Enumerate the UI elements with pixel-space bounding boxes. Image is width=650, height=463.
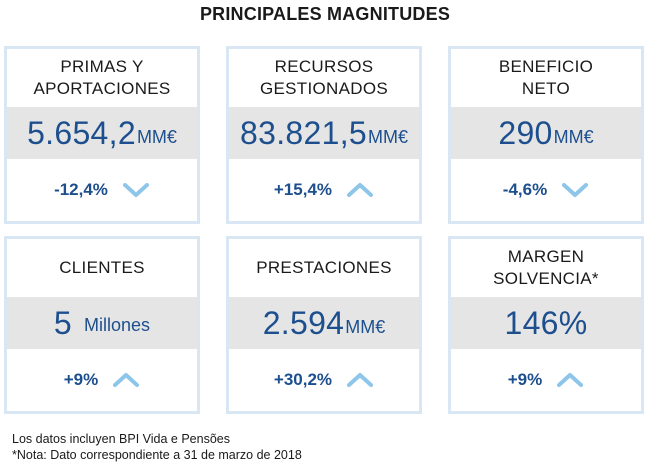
card-trend: +9% (7, 349, 197, 411)
chevron-up-icon (112, 371, 140, 389)
card-label: RECURSOS GESTIONADOS (229, 49, 419, 107)
card-change: +30,2% (273, 370, 333, 389)
chevron-up-icon (556, 371, 584, 389)
card-recursos-gestionados: RECURSOS GESTIONADOS 83.821,5 MM€ +15,4% (226, 46, 422, 224)
card-change: +15,4% (273, 180, 333, 199)
card-unit: MM€ (136, 126, 177, 147)
card-value: 5 (53, 304, 73, 341)
card-clientes: CLIENTES 5 Millones +9% (4, 236, 200, 414)
card-change: +9% (63, 370, 99, 389)
card-beneficio-neto: BENEFICIO NETO 290 MM€ -4,6% (448, 46, 644, 224)
card-unit: Millones (84, 314, 151, 335)
card-label-line1: PRIMAS Y (60, 57, 144, 76)
card-unit: MM€ (367, 126, 408, 147)
card-change: -12,4% (54, 180, 108, 199)
card-label-line2: GESTIONADOS (260, 79, 388, 98)
footnotes: Los datos incluyen BPI Vida e Pensões *N… (12, 431, 302, 463)
card-label-line1: BENEFICIO (498, 57, 594, 76)
card-value: 83.821,5 (240, 114, 367, 151)
note-data-scope: Los datos incluyen BPI Vida e Pensões (12, 432, 230, 446)
card-label: PRIMAS Y APORTACIONES (7, 49, 197, 107)
card-primas-aportaciones: PRIMAS Y APORTACIONES 5.654,2 MM€ -12,4% (4, 46, 200, 224)
card-label-line2: SOLVENCIA* (493, 269, 599, 288)
card-change: +9% (507, 370, 543, 389)
card-prestaciones: PRESTACIONES 2.594 MM€ +30,2% (226, 236, 422, 414)
card-label-line2: APORTACIONES (33, 79, 171, 98)
card-label-line1: MARGEN (507, 247, 585, 266)
card-value: 290 (498, 114, 553, 151)
card-margen-solvencia: MARGEN SOLVENCIA* 146% +9% (448, 236, 644, 414)
card-value-band: 146% (451, 297, 641, 349)
card-value: 146% (504, 304, 588, 341)
card-value-band: 83.821,5 MM€ (229, 107, 419, 159)
card-value-band: 5 Millones (7, 297, 197, 349)
card-trend: -4,6% (451, 159, 641, 221)
card-value-band: 2.594 MM€ (229, 297, 419, 349)
chevron-up-icon (346, 181, 374, 199)
card-value-band: 290 MM€ (451, 107, 641, 159)
card-trend: +9% (451, 349, 641, 411)
card-value: 5.654,2 (27, 114, 136, 151)
card-change: -4,6% (502, 180, 548, 199)
card-trend: +15,4% (229, 159, 419, 221)
chevron-down-icon (561, 181, 589, 199)
card-trend: -12,4% (7, 159, 197, 221)
card-label-line2: NETO (521, 79, 571, 98)
card-label-line1: CLIENTES (59, 258, 145, 277)
card-value: 2.594 (262, 304, 345, 341)
note-date: *Nota: Dato correspondiente a 31 de marz… (12, 448, 302, 462)
card-label: PRESTACIONES (229, 239, 419, 297)
card-label-line1: PRESTACIONES (256, 258, 392, 277)
page-title: PRINCIPALES MAGNITUDES (199, 4, 451, 24)
card-label-line1: RECURSOS (274, 57, 374, 76)
chevron-down-icon (122, 181, 150, 199)
card-value-band: 5.654,2 MM€ (7, 107, 197, 159)
chevron-up-icon (346, 371, 374, 389)
card-unit: MM€ (345, 316, 386, 337)
card-label: MARGEN SOLVENCIA* (451, 239, 641, 297)
card-label: CLIENTES (7, 239, 197, 297)
card-label: BENEFICIO NETO (451, 49, 641, 107)
card-trend: +30,2% (229, 349, 419, 411)
card-unit: MM€ (553, 126, 594, 147)
